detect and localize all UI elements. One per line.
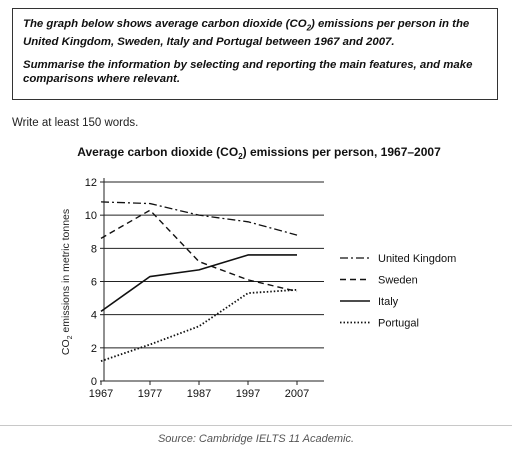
series-lines [100, 201, 298, 362]
task-prompt-box: The graph below shows average carbon dio… [12, 8, 498, 100]
task-instruction: Summarise the information by selecting a… [23, 59, 473, 86]
source-caption: Source: Cambridge IELTS 11 Academic. [157, 433, 355, 445]
series-line-portugal [100, 288, 298, 362]
y-tick-label-6: 6 [91, 277, 97, 289]
x-tick-label-1997: 1997 [236, 388, 260, 400]
x-tick-labels: 1967 1977 1987 1997 2007 [89, 388, 309, 400]
y-axis-label: CO2 emissions in metric tonnes [60, 209, 74, 355]
chart-title-b: ) emissions per person, 1967–2007 [243, 145, 441, 159]
x-tick-label-2007: 2007 [285, 388, 309, 400]
axes [100, 178, 324, 385]
word-count-note: Write at least 150 words. [12, 117, 139, 129]
chart-title-a: Average carbon dioxide (CO [77, 145, 238, 159]
y-tick-label-0: 0 [91, 376, 97, 388]
legend-label-united-kingdom: United Kingdom [378, 253, 456, 265]
task-prompt-text: The graph below shows average carbon dio… [23, 18, 307, 30]
x-tick-label-1987: 1987 [187, 388, 211, 400]
y-tick-label-10: 10 [85, 210, 97, 222]
task-prompt-text-end: ) emissions per person in the United Kin… [23, 18, 470, 49]
legend-label-italy: Italy [378, 296, 399, 308]
y-tick-label-8: 8 [91, 243, 97, 255]
series-line-sweden [100, 209, 298, 293]
y-axis-label-b: emissions in metric tonnes [60, 209, 72, 336]
x-tick-label-1977: 1977 [138, 388, 162, 400]
task-prompt: The graph below shows average carbon dio… [23, 17, 487, 49]
chart-title: Average carbon dioxide (CO2) emissions p… [77, 145, 441, 161]
y-tick-label-2: 2 [91, 343, 97, 355]
series-line-italy [100, 254, 297, 313]
legend: United Kingdom Sweden Italy Portugal [340, 253, 456, 330]
series-line-united-kingdom [100, 201, 298, 236]
divider [0, 425, 512, 426]
chart-title-sub: 2 [238, 152, 243, 161]
legend-label-portugal: Portugal [378, 318, 419, 330]
y-tick-label-4: 4 [91, 310, 97, 322]
grid-lines [104, 181, 324, 349]
x-tick-label-1967: 1967 [89, 388, 113, 400]
legend-label-sweden: Sweden [378, 275, 418, 287]
y-axis-label-sub: 2 [67, 335, 74, 339]
task-prompt-subscript: 2 [306, 23, 312, 33]
y-axis-label-a: CO [60, 339, 72, 355]
y-tick-labels: 0 2 4 6 8 10 12 [85, 177, 97, 388]
y-tick-label-12: 12 [85, 177, 97, 189]
